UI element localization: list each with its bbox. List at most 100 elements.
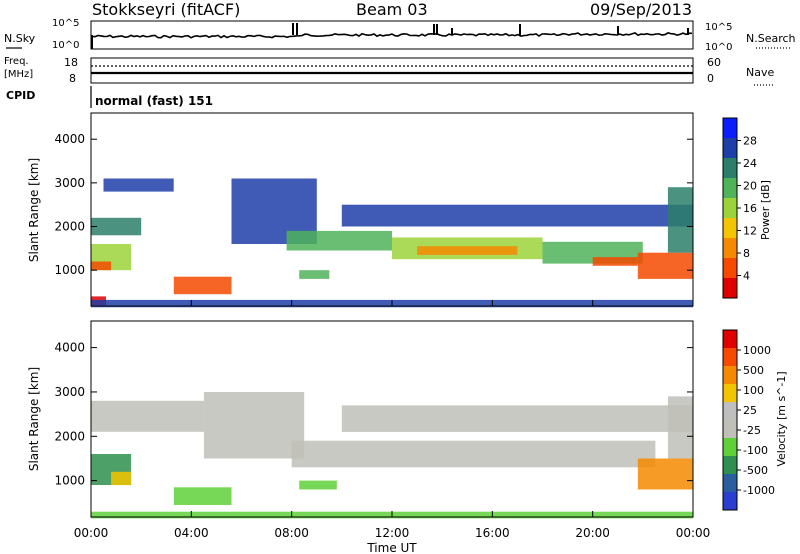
x-tick-label: 12:00 bbox=[375, 526, 410, 540]
power-scatter-region bbox=[91, 217, 142, 236]
velocity-scatter-region bbox=[291, 440, 656, 468]
power-scatter-region bbox=[173, 276, 232, 295]
noise-panel: N.Sky 10^5 10^0 10^5 10^0 N.Search bbox=[4, 18, 796, 53]
velocity-scatter-region bbox=[111, 471, 132, 486]
power-y-ticks: 1000 2000 3000 4000 bbox=[54, 132, 693, 277]
velocity-panel: 1000 2000 3000 4000 Slant Range [km] 1000 50… bbox=[27, 320, 788, 519]
velocity-colorbar-swatch bbox=[723, 492, 737, 510]
y-tick-label: 4000 bbox=[54, 341, 85, 355]
power-scatter-region bbox=[637, 252, 693, 279]
y-tick-label: 3000 bbox=[54, 385, 85, 399]
freq-panel-frame bbox=[90, 57, 694, 84]
power-scatter-region bbox=[286, 230, 392, 251]
y-tick-label: 3000 bbox=[54, 176, 85, 190]
velocity-colorbar-swatch bbox=[723, 438, 737, 456]
x-axis-label: Time UT bbox=[366, 541, 417, 554]
velocity-colorbar-tick-label: -100 bbox=[743, 444, 768, 457]
velocity-colorbar-swatch bbox=[723, 420, 737, 438]
noise-left-tick-top: 10^5 bbox=[52, 18, 79, 29]
power-colorbar-swatch bbox=[723, 238, 737, 258]
power-colorbar-tick-label: 24 bbox=[743, 157, 757, 170]
cpid-label: CPID bbox=[6, 89, 35, 102]
power-colorbar-tick-label: 8 bbox=[743, 247, 750, 260]
x-tick-label: 00:00 bbox=[74, 526, 109, 540]
velocity-colorbar-tick-label: 1000 bbox=[743, 344, 771, 357]
noise-right-tick-bottom: 10^0 bbox=[705, 42, 732, 53]
noise-right-label: N.Search bbox=[746, 32, 796, 45]
velocity-colorbar-swatch bbox=[723, 348, 737, 366]
date-label: 09/Sep/2013 bbox=[590, 0, 692, 19]
freq-left-label-1: Freq. bbox=[4, 56, 29, 67]
power-colorbar-tick-label: 4 bbox=[743, 270, 750, 283]
power-scatter-region bbox=[417, 246, 518, 255]
power-scatter-region bbox=[299, 270, 330, 279]
velocity-y-label: Slant Range [km] bbox=[27, 367, 41, 471]
freq-left-label-2: [MHz] bbox=[4, 69, 33, 80]
cpid-value: normal (fast) 151 bbox=[95, 94, 213, 108]
velocity-colorbar: 1000 500 100 25 -25 -100 -500 -1000 bbox=[722, 329, 775, 511]
x-tick-label: 20:00 bbox=[575, 526, 610, 540]
power-colorbar-swatch bbox=[723, 118, 737, 138]
velocity-colorbar-tick-label: -25 bbox=[743, 424, 761, 437]
x-axis-ticks: 00:00 04:00 08:00 12:00 16:00 20:00 00:00 bbox=[74, 300, 710, 540]
power-colorbar-tick-label: 20 bbox=[743, 180, 757, 193]
x-tick-label: 08:00 bbox=[274, 526, 309, 540]
station-title: Stokkseyri (fitACF) bbox=[92, 0, 240, 19]
power-scatter-region bbox=[103, 178, 174, 192]
y-tick-label: 4000 bbox=[54, 132, 85, 146]
velocity-colorbar-swatch bbox=[723, 366, 737, 384]
power-colorbar-swatch bbox=[723, 278, 737, 298]
velocity-colorbar-swatch bbox=[723, 330, 737, 348]
power-colorbar-swatch bbox=[723, 158, 737, 178]
velocity-colorbar-label: Velocity [m s^-1] bbox=[775, 371, 788, 466]
velocity-colorbar-swatch bbox=[723, 402, 737, 420]
power-scatter-region bbox=[592, 257, 638, 266]
velocity-colorbar-tick-label: -1000 bbox=[743, 484, 775, 497]
y-tick-label: 1000 bbox=[54, 474, 85, 488]
y-tick-label: 1000 bbox=[54, 263, 85, 277]
velocity-scatter-region bbox=[173, 487, 232, 505]
velocity-scatter-region bbox=[203, 392, 305, 459]
velocity-colorbar-swatch bbox=[723, 384, 737, 402]
power-colorbar-tick-label: 16 bbox=[743, 202, 757, 215]
velocity-colorbar-frame bbox=[722, 329, 738, 511]
power-y-label: Slant Range [km] bbox=[27, 158, 41, 262]
power-scatter-region bbox=[91, 261, 112, 271]
freq-right-tick-bottom: 0 bbox=[707, 72, 714, 85]
freq-left-tick-bottom: 8 bbox=[69, 72, 76, 85]
beam-label: Beam 03 bbox=[356, 0, 428, 19]
cpid-panel: CPID normal (fast) 151 bbox=[6, 86, 213, 108]
noise-right-tick-top: 10^5 bbox=[705, 22, 732, 33]
y-tick-label: 2000 bbox=[54, 220, 85, 234]
velocity-y-ticks: 1000 2000 3000 4000 bbox=[54, 341, 693, 488]
power-colorbar-label: Power [dB] bbox=[759, 180, 772, 240]
velocity-scatter-region bbox=[637, 458, 693, 490]
power-colorbar: 28 24 20 16 12 8 4 bbox=[722, 117, 757, 299]
power-colorbar-swatch bbox=[723, 178, 737, 198]
velocity-colorbar-tick-label: 500 bbox=[743, 364, 764, 377]
velocity-colorbar-tick-label: 100 bbox=[743, 384, 764, 397]
velocity-colorbar-swatch bbox=[723, 456, 737, 474]
power-scatter-region bbox=[667, 187, 693, 253]
x-tick-label: 04:00 bbox=[174, 526, 209, 540]
freq-left-tick-top: 18 bbox=[64, 56, 78, 69]
nave-label: Nave bbox=[746, 66, 774, 79]
power-colorbar-tick-label: 12 bbox=[743, 225, 757, 238]
noise-left-label: N.Sky bbox=[4, 32, 36, 45]
velocity-colorbar-tick-label: 25 bbox=[743, 404, 757, 417]
power-panel: 1000 2000 3000 4000 Slant Range [km] 28 24 20… bbox=[27, 112, 772, 308]
noise-left-tick-bottom: 10^0 bbox=[52, 40, 79, 51]
noise-spikes bbox=[91, 23, 689, 49]
x-tick-label: 16:00 bbox=[475, 526, 510, 540]
power-colorbar-swatch bbox=[723, 138, 737, 158]
velocity-scatter-region bbox=[299, 480, 337, 490]
power-colorbar-tick-label: 28 bbox=[743, 135, 757, 148]
freq-right-tick-top: 60 bbox=[707, 56, 721, 69]
power-colorbar-swatch bbox=[723, 218, 737, 238]
velocity-scatter-region bbox=[341, 405, 693, 432]
power-scatter-region bbox=[341, 204, 693, 227]
noise-trace bbox=[91, 32, 693, 39]
velocity-colorbar-swatch bbox=[723, 474, 737, 492]
power-colorbar-swatch bbox=[723, 198, 737, 218]
